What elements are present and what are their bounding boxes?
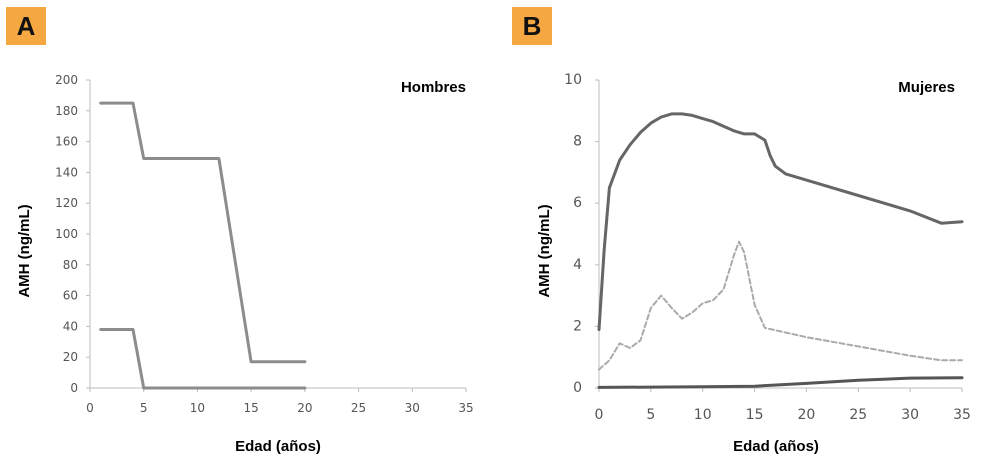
- chart-b-x-tick-label: 10: [694, 407, 712, 423]
- chart-b-x-tick-label: 5: [646, 407, 655, 423]
- chart-b-y-tick-label: 6: [573, 195, 582, 211]
- chart-a-x-tick-labels: 0 5 10 15 20 25 30 35: [86, 401, 473, 415]
- chart-b-x-tick-label: 30: [901, 407, 919, 423]
- chart-b-axes: [595, 79, 963, 392]
- chart-b-x-tick-label: 20: [798, 407, 816, 423]
- chart-b-title: Mujeres: [898, 79, 955, 96]
- chart-a-title: Hombres: [401, 79, 466, 96]
- chart-a-x-tick-label: 20: [297, 401, 312, 415]
- chart-a-y-tick-label: 60: [63, 289, 78, 303]
- chart-a-x-tick-label: 15: [244, 401, 259, 415]
- chart-b-x-tick-label: 15: [746, 407, 764, 423]
- chart-a-y-tick-label: 20: [63, 350, 78, 364]
- chart-a-series-line-1: [99, 101, 307, 364]
- chart-a-x-tick-label: 10: [190, 401, 205, 415]
- chart-a-x-tick-label: 0: [86, 401, 94, 415]
- chart-a-x-tick-label: 35: [458, 401, 473, 415]
- chart-b-series-line-2: [598, 240, 963, 371]
- chart-a-y-tick-label: 200: [55, 73, 78, 87]
- chart-a-x-tick-label: 5: [140, 401, 148, 415]
- chart-a-y-tick-label: 140: [55, 165, 78, 179]
- chart-a-series-line-2: [99, 328, 307, 390]
- chart-b-y-tick-label: 8: [573, 134, 582, 150]
- panel-a-badge: A: [6, 7, 46, 45]
- chart-a-y-tick-label: 180: [55, 104, 78, 118]
- chart-b-series: [597, 112, 964, 389]
- chart-b-x-axis-label: Edad (años): [733, 438, 819, 455]
- chart-a-x-tick-label: 30: [405, 401, 420, 415]
- chart-panel-a: 0 20 40 60 80 100 120 140 160 180 200 0 5 10 15 20 25 30…: [16, 73, 474, 455]
- chart-b-series-line-1: [597, 112, 964, 331]
- chart-b-y-tick-labels: 0 2 4 6 8 10: [564, 72, 582, 396]
- chart-b-x-tick-label: 35: [953, 407, 971, 423]
- chart-b-y-tick-label: 4: [573, 257, 582, 273]
- chart-b-y-tick-label: 0: [573, 380, 582, 396]
- chart-a-axes: [86, 79, 467, 392]
- chart-a-y-tick-label: 0: [70, 381, 78, 395]
- chart-b-y-tick-label: 2: [573, 318, 582, 334]
- chart-b-y-tick-label: 10: [564, 72, 582, 88]
- chart-a-series: [99, 101, 307, 390]
- chart-b-y-axis-label: AMH (ng/mL): [536, 204, 553, 297]
- chart-a-y-tick-label: 80: [63, 258, 78, 272]
- chart-b-series-line-3: [597, 376, 964, 389]
- chart-a-x-axis-label: Edad (años): [235, 438, 321, 455]
- chart-a-x-tick-label: 25: [351, 401, 366, 415]
- chart-b-x-tick-label: 0: [595, 407, 604, 423]
- panel-b-badge: B: [512, 7, 552, 45]
- chart-a-y-tick-label: 160: [55, 135, 78, 149]
- chart-a-y-tick-labels: 0 20 40 60 80 100 120 140 160 180 200: [55, 73, 78, 395]
- chart-b-x-tick-labels: 0 5 10 15 20 25 30 35: [595, 407, 971, 423]
- chart-a-y-axis-label: AMH (ng/mL): [16, 204, 33, 297]
- chart-panel-b: 0 2 4 6 8 10 0 5 10 15 20 25 30 35 Mujeres Edad (año…: [536, 72, 971, 455]
- chart-a-y-tick-label: 120: [55, 196, 78, 210]
- chart-a-y-tick-label: 40: [63, 319, 78, 333]
- chart-b-x-tick-label: 25: [849, 407, 867, 423]
- chart-a-y-tick-label: 100: [55, 227, 78, 241]
